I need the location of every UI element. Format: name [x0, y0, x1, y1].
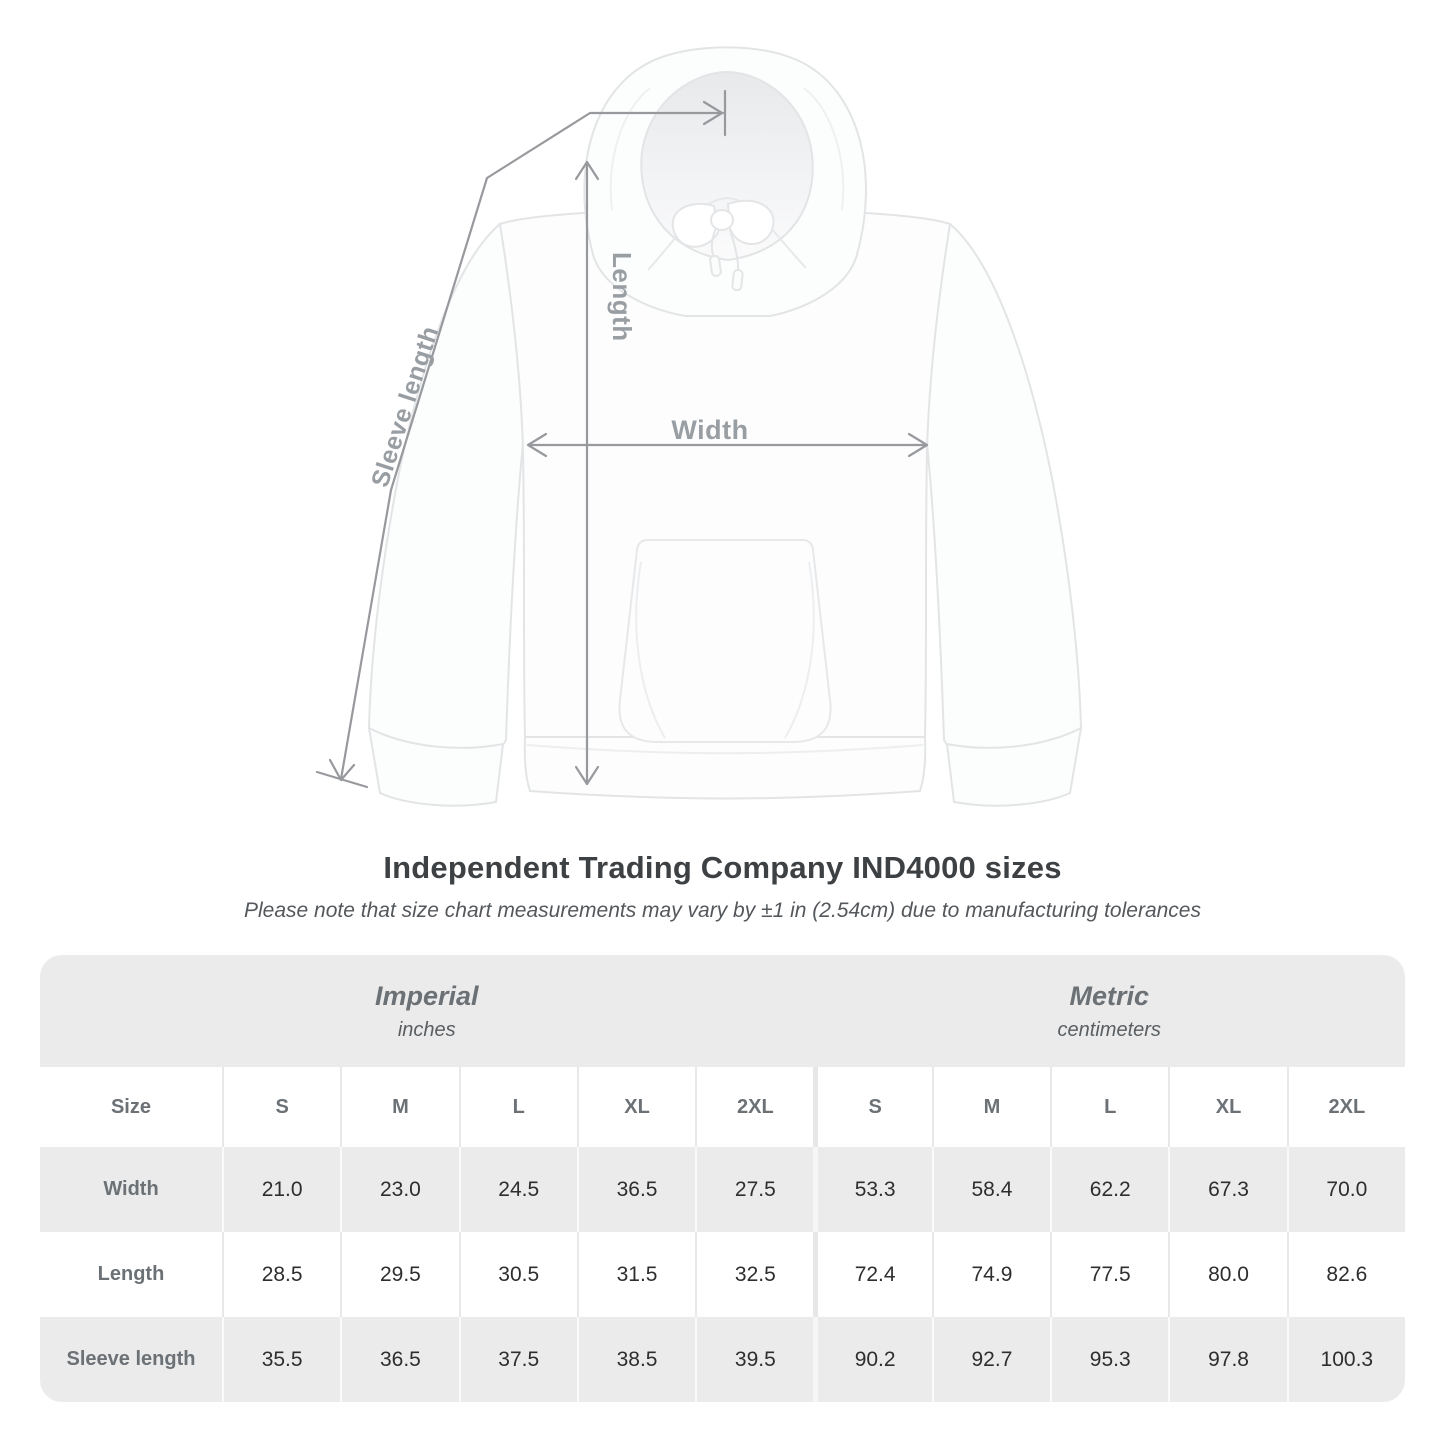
width-row: Width 21.0 23.0 24.5 36.5 27.5 53.3 58.4…	[40, 1147, 1405, 1232]
imperial-unit-group: Imperial inches	[40, 955, 814, 1067]
table-cell: 29.5	[340, 1232, 458, 1317]
right-cuff	[945, 726, 1083, 807]
table-cell: 28.5	[221, 1232, 340, 1317]
hoodie-illustration	[315, 46, 1083, 807]
col-imperial-s: S	[221, 1067, 340, 1147]
left-cuff	[367, 726, 505, 807]
col-metric-xl: XL	[1168, 1067, 1286, 1147]
metric-unit-label: centimeters	[1057, 1018, 1161, 1041]
table-cell: 70.0	[1286, 1147, 1405, 1232]
imperial-header: Imperial	[374, 980, 479, 1011]
table-cell: 92.7	[931, 1317, 1050, 1402]
table-cell: 100.3	[1286, 1317, 1405, 1402]
unit-header-band: Imperial inches Metric centimeters	[40, 955, 1405, 1067]
table-cell: 36.5	[576, 1147, 695, 1232]
table-cell: 74.9	[931, 1232, 1050, 1317]
kangaroo-pocket	[618, 539, 832, 743]
table-cell: 35.5	[221, 1317, 340, 1402]
imperial-unit-label: inches	[397, 1018, 456, 1041]
table-cell: 36.5	[340, 1317, 458, 1402]
size-header-row: Size S M L XL 2XL S M L XL 2XL	[40, 1067, 1405, 1147]
col-metric-2xl: 2XL	[1286, 1067, 1405, 1147]
col-imperial-m: M	[340, 1067, 458, 1147]
table-cell: 21.0	[221, 1147, 340, 1232]
col-imperial-xl: XL	[576, 1067, 695, 1147]
table-cell: 67.3	[1168, 1147, 1286, 1232]
metric-header: Metric	[1069, 980, 1149, 1011]
length-measure-label: Length	[607, 252, 637, 342]
row-label: Width	[103, 1178, 159, 1200]
table-cell: 31.5	[576, 1232, 695, 1317]
table-cell: 32.5	[695, 1232, 813, 1317]
metric-unit-group: Metric centimeters	[814, 955, 1405, 1067]
col-metric-m: M	[931, 1067, 1050, 1147]
table-cell: 39.5	[695, 1317, 813, 1402]
drawstring-aglet	[731, 269, 744, 292]
table-cell: 95.3	[1050, 1317, 1168, 1402]
col-metric-l: L	[1050, 1067, 1168, 1147]
width-measure-label: Width	[671, 415, 749, 445]
drawstring-aglet	[709, 254, 722, 277]
table-cell: 80.0	[1168, 1232, 1286, 1317]
table-cell: 97.8	[1168, 1317, 1286, 1402]
table-cell: 37.5	[458, 1317, 577, 1402]
table-cell: 24.5	[458, 1147, 577, 1232]
size-corner-header: Size	[110, 1095, 151, 1118]
row-label: Length	[97, 1263, 165, 1285]
table-cell: 23.0	[340, 1147, 458, 1232]
sleeve-length-arrow	[315, 89, 727, 789]
table-cell: 53.3	[813, 1147, 931, 1232]
drawstring-bow	[671, 199, 775, 292]
table-cell: 38.5	[576, 1317, 695, 1402]
table-cell: 72.4	[813, 1232, 931, 1317]
right-sleeve	[921, 222, 1083, 807]
table-cell: 82.6	[1286, 1232, 1405, 1317]
length-arrow	[574, 160, 600, 786]
left-sleeve	[367, 222, 529, 807]
tolerance-note: Please note that size chart measurements…	[244, 899, 1201, 922]
col-imperial-2xl: 2XL	[695, 1067, 813, 1147]
table-cell: 30.5	[458, 1232, 577, 1317]
length-row: Length 28.5 29.5 30.5 31.5 32.5 72.4 74.…	[40, 1232, 1405, 1317]
row-label: Sleeve length	[66, 1348, 196, 1370]
table-cell: 77.5	[1050, 1232, 1168, 1317]
col-metric-s: S	[813, 1067, 931, 1147]
table-cell: 90.2	[813, 1317, 931, 1402]
measurement-arrows	[315, 89, 929, 789]
sleeve-length-row: Sleeve length 35.5 36.5 37.5 38.5 39.5 9…	[40, 1317, 1405, 1402]
hood-opening	[640, 70, 814, 262]
width-arrow	[526, 432, 929, 458]
page-title: Independent Trading Company IND4000 size…	[383, 850, 1062, 885]
title-block: Independent Trading Company IND4000 size…	[0, 850, 1445, 923]
table-cell: 58.4	[931, 1147, 1050, 1232]
size-table: Imperial inches Metric centimeters Size …	[40, 955, 1405, 1402]
hoodie-measurement-diagram: Sleeve length Length Width	[315, 46, 1083, 807]
col-imperial-l: L	[458, 1067, 577, 1147]
table-cell: 27.5	[695, 1147, 813, 1232]
hem-band	[523, 736, 927, 800]
table-cell: 62.2	[1050, 1147, 1168, 1232]
